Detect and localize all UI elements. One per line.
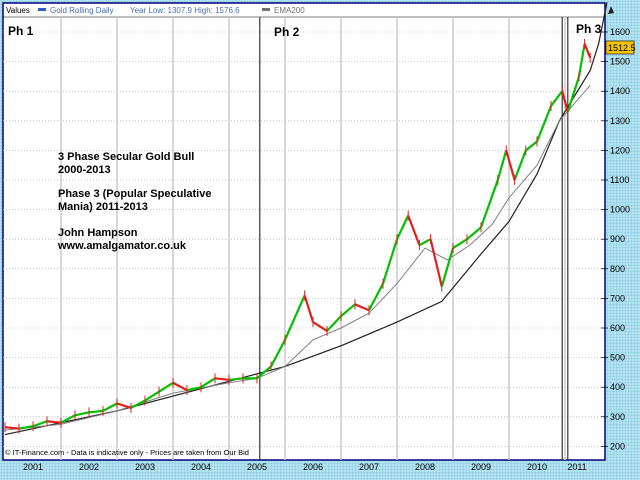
y-tick-label: 1000 — [610, 205, 630, 215]
x-tick-label: 2006 — [303, 462, 323, 472]
price-segment — [535, 105, 553, 142]
price-segment — [466, 226, 482, 241]
annotation-line: John Hampson — [58, 227, 138, 239]
price-segment — [381, 238, 399, 284]
y-tick-label: 800 — [610, 264, 625, 274]
price-segment — [88, 409, 104, 414]
price-segment — [116, 402, 132, 409]
phase-3-label: Ph 3 — [576, 22, 602, 36]
x-axis: 2001 2002 2003 2004 2005 2006 2007 2008 2009 2010… — [23, 462, 587, 472]
y-tick-label: 1600 — [610, 27, 630, 37]
y-tick-label: 400 — [610, 382, 625, 392]
price-segment — [368, 283, 384, 311]
plot-area — [2, 2, 606, 461]
price-segment — [32, 420, 48, 428]
x-tick-label: 2010 — [527, 462, 547, 472]
x-tick-label: 2004 — [191, 462, 211, 472]
y-tick-label: 700 — [610, 293, 625, 303]
year-range-label: Year Low: 1307.9 High: 1576.6 — [130, 6, 240, 15]
x-tick-label: 2001 — [23, 462, 43, 472]
series-legend-label: Gold Rolling Daily — [50, 6, 114, 15]
x-tick-label: 2009 — [471, 462, 491, 472]
price-segment — [46, 420, 62, 424]
price-segment — [583, 43, 592, 59]
annotation-line: www.amalgamator.co.uk — [57, 240, 187, 252]
price-segment — [200, 377, 216, 389]
price-segment — [440, 247, 455, 287]
price-segment — [566, 76, 581, 113]
annotation-text: 3 Phase Secular Gold Bull 2000-2013 Phas… — [57, 151, 211, 252]
price-segment — [74, 411, 90, 417]
price-segment — [172, 381, 188, 392]
series-legend-swatch — [38, 8, 46, 11]
price-segment — [525, 140, 538, 152]
x-tick-label: 2007 — [359, 462, 379, 472]
price-segment — [312, 321, 328, 332]
price-segment — [102, 402, 118, 412]
annotation-line: 3 Phase Secular Gold Bull — [58, 151, 194, 163]
price-segment — [326, 315, 342, 332]
y-tick-label: 1300 — [610, 116, 630, 126]
y-tick-label: 1500 — [610, 57, 630, 67]
price-segment — [130, 399, 146, 409]
ema-legend-label: EMA200 — [274, 6, 305, 15]
annotation-line: Phase 3 (Popular Speculative — [58, 188, 211, 200]
price-segment — [418, 238, 432, 247]
x-tick-label: 2003 — [135, 462, 155, 472]
trend-arrow-head-icon — [608, 6, 614, 14]
price-segment — [303, 295, 315, 323]
price-segment — [407, 215, 421, 246]
y-tick-label: 1400 — [610, 86, 630, 96]
price-segment — [577, 43, 586, 77]
annotation-line: 2000-2013 — [58, 164, 111, 176]
price-segment — [214, 377, 230, 381]
x-tick-label: 2011 — [567, 462, 586, 472]
price-segment — [4, 426, 20, 430]
price-segment — [270, 339, 286, 367]
price-segment — [496, 150, 508, 181]
price-segment — [144, 390, 160, 402]
price-segment — [505, 150, 516, 181]
ema-legend-swatch — [262, 8, 270, 11]
values-label: Values — [6, 6, 30, 15]
price-segment — [186, 386, 202, 392]
price-segment — [561, 90, 569, 113]
y-axis: 200 300 400 500 600 700 800 900 1000 1100 1200 1300… — [601, 27, 630, 451]
price-segment — [452, 238, 468, 250]
price-segment — [354, 303, 370, 312]
phase-2-label: Ph 2 — [274, 25, 300, 39]
y-tick-label: 200 — [610, 441, 625, 451]
last-price-badge: 1512.5 — [605, 40, 636, 55]
price-segment — [18, 425, 34, 430]
price-segment — [396, 215, 410, 240]
y-tick-label: 600 — [610, 323, 625, 333]
y-tick-label: 900 — [610, 234, 625, 244]
last-price-label: 1512.5 — [608, 43, 636, 53]
price-segment — [158, 381, 174, 393]
price-segment — [550, 90, 564, 107]
phase-1-label: Ph 1 — [8, 24, 34, 38]
y-tick-label: 1200 — [610, 145, 630, 155]
price-segment — [283, 294, 306, 341]
y-tick-label: 1100 — [610, 175, 629, 185]
footer-disclaimer: © IT-Finance.com - Data is indicative on… — [5, 448, 249, 457]
price-segment — [340, 303, 356, 317]
y-tick-label: 500 — [610, 353, 625, 363]
x-tick-label: 2002 — [79, 462, 99, 472]
price-segment — [256, 365, 272, 380]
x-tick-label: 2005 — [247, 462, 267, 472]
price-segment — [228, 377, 244, 381]
price-segment — [60, 414, 76, 424]
price-segment — [513, 150, 527, 181]
x-tick-label: 2008 — [415, 462, 435, 472]
series-layer — [4, 2, 608, 436]
price-segment — [479, 179, 499, 228]
annotation-line: Mania) 2011-2013 — [58, 201, 148, 213]
y-tick-label: 300 — [610, 412, 625, 422]
price-segment — [429, 238, 443, 287]
